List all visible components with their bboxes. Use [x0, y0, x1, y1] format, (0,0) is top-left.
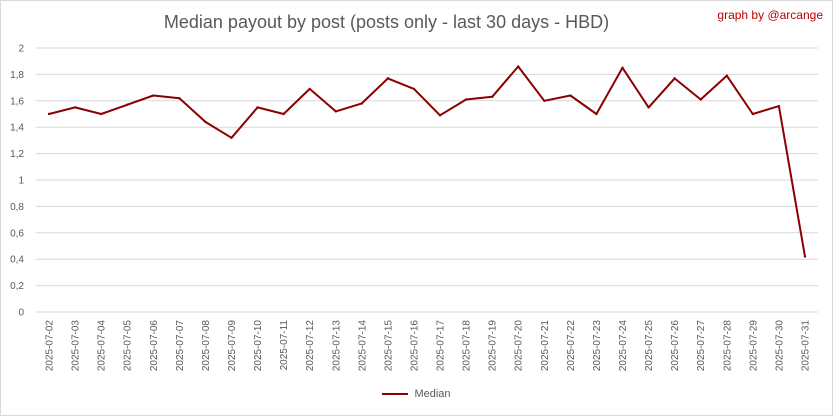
x-axis-ticks: 2025-07-02 2025-07-03 2025-07-04 2025-07-05…: [45, 320, 812, 372]
data-point: [543, 99, 546, 103]
y-tick-label: 1: [18, 176, 24, 187]
data-point: [569, 94, 572, 97]
y-tick-label: 0,2: [10, 281, 24, 292]
x-tick-label: 2025-07-08: [201, 320, 212, 372]
x-tick-label: 2025-07-17: [436, 320, 447, 372]
x-tick-label: 2025-07-20: [514, 320, 525, 372]
x-tick-label: 2025-07-22: [566, 320, 577, 372]
x-tick-label: 2025-07-13: [331, 320, 342, 372]
data-point: [647, 106, 650, 109]
x-tick-label: 2025-07-15: [383, 320, 394, 372]
legend: Median: [0, 388, 833, 400]
x-tick-label: 2025-07-30: [774, 320, 785, 372]
data-point: [386, 77, 390, 80]
x-tick-label: 2025-07-19: [488, 320, 499, 372]
data-point: [73, 106, 77, 109]
data-point: [334, 110, 337, 113]
data-point: [464, 98, 468, 101]
data-point: [47, 112, 51, 116]
x-tick-label: 2025-07-14: [357, 320, 368, 372]
data-point: [517, 65, 520, 68]
y-tick-label: 1,2: [10, 149, 24, 160]
y-axis-ticks: 0 0,2 0,4 0,6 0,8 1 1,2 1,4 1,6 1,8 2: [10, 44, 24, 319]
data-point: [777, 104, 781, 108]
chart-credit: graph by @arcange: [717, 8, 823, 22]
data-point: [152, 94, 155, 97]
x-tick-label: 2025-07-31: [800, 320, 811, 372]
data-point: [204, 120, 207, 124]
x-tick-label: 2025-07-09: [227, 320, 238, 372]
data-point: [360, 102, 364, 105]
x-tick-label: 2025-07-21: [540, 320, 551, 372]
data-point: [803, 255, 807, 258]
x-tick-label: 2025-07-29: [748, 320, 759, 372]
data-point: [490, 95, 494, 99]
y-tick-label: 1,4: [10, 123, 24, 134]
gridlines: [36, 47, 818, 313]
x-tick-label: 2025-07-02: [45, 320, 56, 372]
data-point: [282, 112, 285, 116]
data-point: [230, 136, 233, 139]
data-point: [178, 96, 181, 100]
x-tick-label: 2025-07-23: [592, 320, 603, 372]
y-tick-label: 0,6: [10, 228, 24, 239]
y-tick-label: 1,6: [10, 96, 24, 107]
y-tick-label: 0: [18, 308, 24, 319]
x-tick-label: 2025-07-16: [409, 320, 420, 372]
data-point: [673, 77, 676, 80]
x-tick-label: 2025-07-04: [97, 320, 108, 372]
y-tick-label: 0,4: [10, 255, 24, 266]
chart-title: Median payout by post (posts only - last…: [163, 12, 610, 32]
data-point: [126, 103, 129, 106]
data-point: [412, 87, 416, 91]
x-tick-label: 2025-07-28: [722, 320, 733, 372]
data-point: [99, 112, 103, 116]
x-tick-label: 2025-07-10: [253, 320, 264, 372]
data-point: [256, 106, 259, 109]
data-point: [308, 87, 311, 91]
x-tick-label: 2025-07-24: [618, 320, 629, 372]
x-tick-label: 2025-07-11: [279, 320, 290, 371]
x-tick-label: 2025-07-25: [644, 320, 655, 372]
series-median: [47, 65, 807, 258]
x-tick-label: 2025-07-05: [123, 320, 134, 372]
data-point: [438, 114, 442, 117]
x-tick-label: 2025-07-12: [305, 320, 316, 372]
legend-label-median: Median: [414, 388, 451, 400]
data-point: [621, 66, 624, 70]
x-tick-label: 2025-07-27: [696, 320, 707, 372]
data-point: [751, 112, 755, 116]
data-point: [725, 74, 728, 77]
y-tick-label: 0,8: [10, 202, 24, 213]
x-tick-label: 2025-07-07: [175, 320, 186, 372]
x-tick-label: 2025-07-26: [670, 320, 681, 372]
data-point: [699, 98, 702, 101]
x-tick-label: 2025-07-18: [462, 320, 473, 372]
legend-swatch-median: [382, 393, 409, 396]
data-point: [595, 112, 598, 116]
x-tick-label: 2025-07-06: [149, 320, 160, 372]
series-line-median: [48, 65, 806, 257]
y-tick-label: 2: [18, 44, 24, 55]
x-tick-label: 2025-07-03: [71, 320, 82, 372]
y-tick-label: 1,8: [10, 70, 24, 81]
